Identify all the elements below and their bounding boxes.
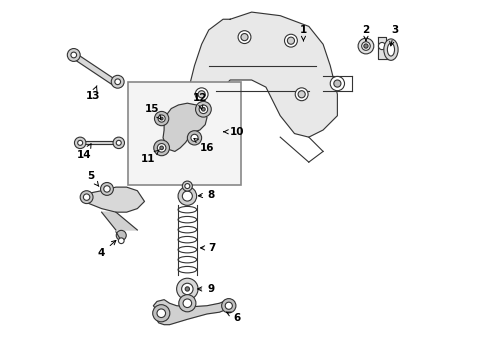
Text: 8: 8 [198, 190, 214, 200]
Text: 3: 3 [389, 25, 397, 46]
Circle shape [118, 238, 124, 244]
Circle shape [113, 137, 124, 149]
Circle shape [238, 31, 250, 44]
Circle shape [199, 105, 207, 113]
Circle shape [182, 191, 192, 201]
Circle shape [67, 49, 80, 62]
Circle shape [116, 140, 121, 145]
Text: 7: 7 [200, 243, 216, 253]
Text: 5: 5 [87, 171, 99, 186]
Circle shape [287, 37, 294, 44]
Circle shape [357, 38, 373, 54]
Circle shape [157, 309, 165, 318]
Circle shape [153, 140, 169, 156]
Circle shape [378, 42, 385, 50]
Circle shape [179, 295, 196, 312]
Text: 1: 1 [299, 25, 306, 41]
Text: 15: 15 [145, 104, 161, 119]
Circle shape [181, 283, 193, 295]
Circle shape [160, 117, 163, 120]
Circle shape [101, 183, 113, 195]
Circle shape [241, 33, 247, 41]
Polygon shape [102, 212, 137, 230]
Polygon shape [180, 12, 337, 137]
Circle shape [115, 79, 121, 85]
Circle shape [298, 91, 305, 98]
Text: 9: 9 [197, 284, 214, 294]
Circle shape [185, 287, 189, 291]
Circle shape [201, 108, 205, 111]
Text: 4: 4 [98, 240, 116, 258]
Text: 14: 14 [77, 144, 92, 160]
Circle shape [190, 134, 198, 141]
Circle shape [363, 44, 367, 48]
Polygon shape [378, 37, 392, 59]
Text: 12: 12 [192, 93, 207, 109]
Circle shape [78, 140, 82, 145]
Polygon shape [80, 141, 119, 144]
Polygon shape [73, 51, 116, 87]
Text: 11: 11 [141, 150, 159, 164]
Ellipse shape [383, 39, 397, 60]
Circle shape [71, 52, 77, 58]
Circle shape [111, 75, 124, 88]
Text: 2: 2 [362, 25, 369, 41]
Circle shape [225, 302, 232, 309]
Polygon shape [163, 103, 206, 152]
Circle shape [158, 115, 165, 122]
Circle shape [187, 131, 201, 145]
Circle shape [361, 42, 369, 50]
Text: 10: 10 [223, 127, 244, 137]
Circle shape [195, 102, 211, 117]
Circle shape [295, 88, 307, 101]
Circle shape [160, 146, 163, 150]
Circle shape [284, 34, 297, 47]
Circle shape [83, 194, 90, 201]
Text: 16: 16 [194, 139, 214, 153]
Ellipse shape [386, 43, 394, 56]
Circle shape [198, 91, 205, 98]
Text: 6: 6 [226, 312, 241, 323]
Circle shape [329, 76, 344, 91]
Bar [128, 82, 241, 185]
Circle shape [154, 111, 168, 126]
Circle shape [195, 88, 207, 101]
Text: 13: 13 [85, 86, 100, 101]
Circle shape [221, 298, 235, 313]
Circle shape [178, 187, 196, 205]
Polygon shape [153, 300, 231, 325]
Circle shape [116, 230, 126, 240]
Circle shape [80, 191, 93, 203]
Circle shape [183, 299, 191, 307]
Circle shape [184, 184, 189, 189]
Circle shape [152, 305, 169, 322]
Circle shape [333, 80, 340, 87]
Circle shape [182, 181, 192, 191]
Circle shape [157, 144, 165, 152]
Circle shape [176, 278, 198, 300]
Polygon shape [83, 187, 144, 212]
Circle shape [74, 137, 86, 149]
Circle shape [103, 186, 110, 192]
